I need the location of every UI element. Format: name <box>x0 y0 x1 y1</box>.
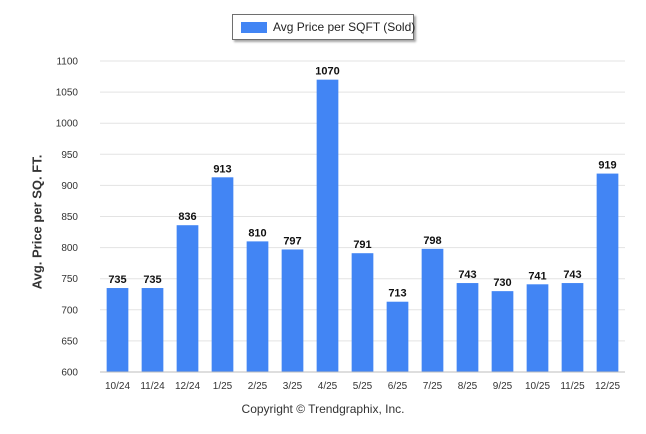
x-tick-label: 10/24 <box>105 381 130 392</box>
bar <box>141 288 164 372</box>
data-label: 798 <box>423 235 441 247</box>
y-tick-label: 600 <box>61 368 78 379</box>
bar <box>596 173 619 372</box>
data-label: 797 <box>283 235 301 247</box>
y-tick-labels: 600 650 700 750 800 850 900 950 1000 1050 1100 <box>56 57 79 379</box>
x-tick-label: 9/25 <box>493 381 513 392</box>
data-label: 730 <box>493 277 511 289</box>
bar <box>106 288 129 372</box>
x-tick-labels: 10/24 11/24 12/24 1/25 2/25 3/25 4/25 5/25 6/25 7… <box>105 381 620 392</box>
y-tick-label: 950 <box>61 150 78 161</box>
y-tick-label: 650 <box>61 336 78 347</box>
data-label: 810 <box>248 227 266 239</box>
y-tick-label: 1000 <box>56 119 79 130</box>
y-tick-label: 700 <box>61 305 78 316</box>
y-tick-label: 1050 <box>56 88 79 99</box>
bars <box>106 79 619 372</box>
bar <box>246 241 269 372</box>
x-tick-label: 2/25 <box>248 381 268 392</box>
bar <box>561 283 584 372</box>
data-label: 735 <box>108 274 126 286</box>
data-label: 913 <box>213 163 231 175</box>
data-label: 1070 <box>315 66 339 78</box>
x-tick-label: 8/25 <box>458 381 478 392</box>
bar <box>211 177 234 372</box>
x-tick-label: 1/25 <box>213 381 233 392</box>
bar <box>526 284 549 372</box>
data-labels: 735 735 836 913 810 797 1070 791 713 798 743 730 741… <box>108 66 616 300</box>
bar <box>421 248 444 372</box>
data-label: 743 <box>458 269 476 281</box>
x-tick-label: 4/25 <box>318 381 338 392</box>
x-tick-label: 11/24 <box>140 381 165 392</box>
data-label: 836 <box>178 211 196 223</box>
bar <box>281 249 304 372</box>
y-tick-label: 850 <box>61 212 78 223</box>
y-tick-label: 750 <box>61 274 78 285</box>
y-tick-label: 800 <box>61 243 78 254</box>
bar <box>386 301 409 372</box>
y-axis-label: Avg. Price per SQ. FT. <box>29 154 45 290</box>
legend-swatch <box>241 22 267 33</box>
bar <box>456 283 479 372</box>
copyright-credit: Copyright © Trendgraphix, Inc. <box>241 402 405 416</box>
y-tick-label: 900 <box>61 181 78 192</box>
legend: Avg Price per SQFT (Sold) <box>232 14 416 40</box>
bar <box>351 253 374 372</box>
bar <box>176 225 199 372</box>
x-tick-label: 3/25 <box>283 381 303 392</box>
x-tick-label: 12/24 <box>175 381 200 392</box>
data-label: 919 <box>598 160 616 172</box>
data-label: 741 <box>528 270 546 282</box>
x-tick-label: 7/25 <box>423 381 443 392</box>
data-label: 791 <box>353 239 371 251</box>
bar <box>491 291 514 372</box>
data-label: 713 <box>388 288 406 300</box>
data-label: 743 <box>563 269 581 281</box>
y-tick-label: 1100 <box>56 57 78 68</box>
bar <box>316 79 339 372</box>
x-tick-label: 11/25 <box>560 381 585 392</box>
x-tick-label: 5/25 <box>353 381 373 392</box>
x-tick-label: 6/25 <box>388 381 408 392</box>
x-tick-label: 10/25 <box>525 381 550 392</box>
x-tick-label: 12/25 <box>595 381 620 392</box>
legend-label: Avg Price per SQFT (Sold) <box>273 20 416 34</box>
data-label: 735 <box>143 274 161 286</box>
